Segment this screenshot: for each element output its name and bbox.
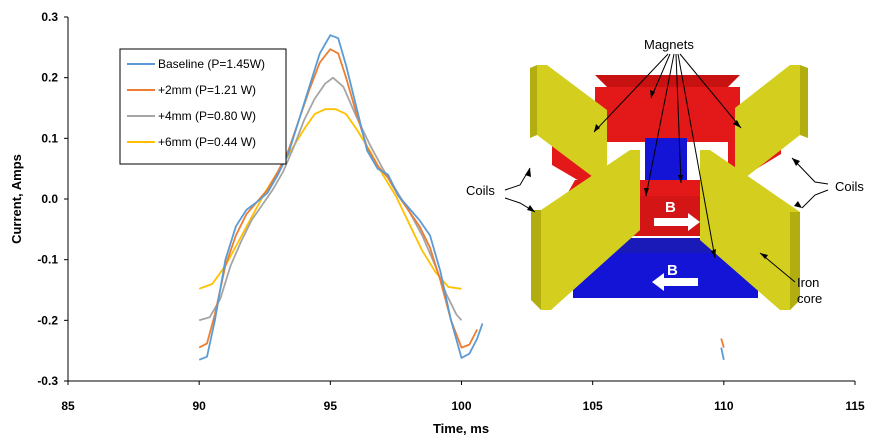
magnets-label: Magnets bbox=[644, 37, 694, 52]
y-tick-labels: -0.3 -0.2 -0.1 0.0 0.1 0.2 0.3 bbox=[37, 10, 68, 388]
legend-label: +6mm (P=0.44 W) bbox=[158, 135, 256, 149]
series-lines bbox=[198, 34, 725, 361]
coils-label-left: Coils bbox=[466, 183, 495, 198]
series-line bbox=[198, 34, 484, 361]
coil-front-left bbox=[531, 150, 640, 310]
series-line-fragment bbox=[720, 338, 725, 348]
legend: Baseline (P=1.45W) +2mm (P=1.21 W) +4mm (P… bbox=[119, 48, 287, 165]
iron-core-label-line2: core bbox=[797, 291, 822, 306]
x-tick-label: 115 bbox=[845, 399, 865, 413]
coil-front-right bbox=[700, 150, 800, 310]
x-tick-labels: 85 90 95 100 105 110 115 bbox=[61, 381, 865, 413]
x-axis-title: Time, ms bbox=[433, 421, 489, 436]
legend-box bbox=[119, 48, 287, 165]
b-arrow-upper bbox=[654, 213, 700, 231]
coils-label-right: Coils bbox=[835, 179, 864, 194]
x-tick-label: 90 bbox=[192, 399, 206, 413]
b-label-lower: B bbox=[667, 262, 678, 279]
iron-core-label-line1: Iron bbox=[797, 275, 819, 290]
series-line-fragment bbox=[720, 347, 725, 360]
legend-label: +4mm (P=0.80 W) bbox=[158, 109, 256, 123]
series-line bbox=[198, 48, 479, 349]
x-tick-label: 110 bbox=[714, 399, 734, 413]
series-line bbox=[198, 108, 462, 290]
b-arrow-lower bbox=[652, 273, 698, 291]
legend-label: Baseline (P=1.45W) bbox=[158, 57, 265, 71]
top-magnet bbox=[595, 87, 740, 142]
coil-back-right bbox=[735, 65, 800, 178]
y-tick-label: 0.2 bbox=[41, 71, 58, 85]
series-line bbox=[198, 76, 463, 322]
y-tick-label: 0.0 bbox=[41, 192, 58, 206]
magnet-coil-illustration: B B Magnets Coils Coils Iron core bbox=[466, 27, 865, 327]
coil-front-right-edge bbox=[790, 212, 800, 310]
top-magnet-top-face bbox=[595, 75, 740, 87]
x-tick-label: 105 bbox=[583, 399, 603, 413]
y-tick-label: -0.2 bbox=[37, 313, 58, 327]
b-label-upper: B bbox=[665, 199, 676, 216]
coil-back-right-edge bbox=[800, 65, 808, 138]
y-tick-label: 0.3 bbox=[41, 10, 58, 24]
y-tick-label: 0.1 bbox=[41, 131, 58, 145]
y-tick-label: -0.3 bbox=[37, 374, 58, 388]
x-tick-label: 100 bbox=[451, 399, 471, 413]
x-tick-label: 85 bbox=[61, 399, 75, 413]
coil-back-left bbox=[537, 65, 607, 180]
x-tick-label: 95 bbox=[324, 399, 338, 413]
coil-back-left-edge bbox=[530, 65, 537, 138]
coil-front-left-edge bbox=[531, 210, 541, 310]
annotation-arrowheads bbox=[525, 90, 802, 259]
legend-label: +2mm (P=1.21 W) bbox=[158, 83, 256, 97]
y-axis-title: Current, Amps bbox=[9, 154, 24, 244]
y-tick-label: -0.1 bbox=[37, 253, 58, 267]
